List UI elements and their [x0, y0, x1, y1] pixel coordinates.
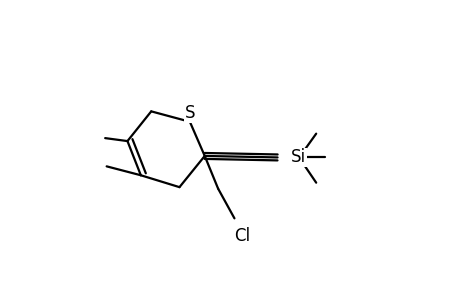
Text: Si: Si: [290, 148, 305, 166]
Text: S: S: [184, 104, 195, 122]
Text: Cl: Cl: [233, 227, 249, 245]
